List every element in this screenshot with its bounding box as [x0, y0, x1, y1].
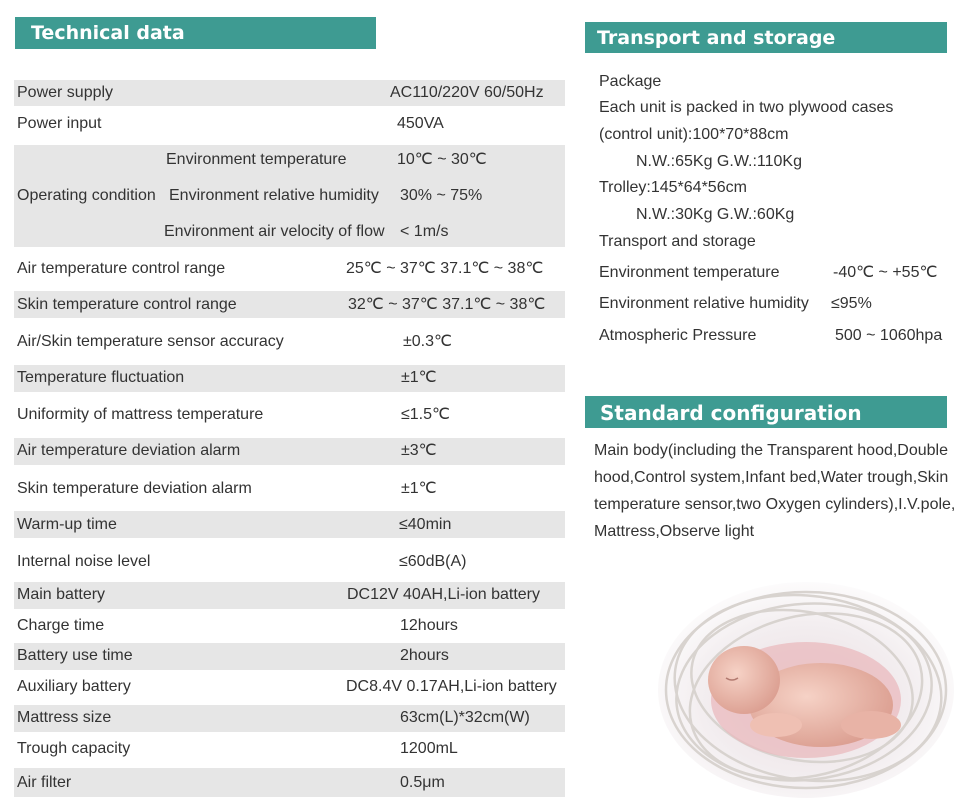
control-unit-weight: N.W.:65Kg G.W.:110Kg: [636, 153, 802, 170]
spec-row: Main battery DC12V 40AH,Li-ion battery: [14, 582, 565, 609]
spec-row: Air/Skin temperature sensor accuracy ±0.…: [14, 328, 565, 356]
spec-row: Internal noise level ≤60dB(A): [14, 548, 565, 576]
spec-value: 450VA: [397, 115, 444, 132]
spec-value: ±3℃: [401, 442, 437, 459]
operating-condition-block: Operating condition Environment temperat…: [14, 145, 565, 247]
spec-value: 30% ~ 75%: [400, 187, 483, 204]
spec-row: Power input 450VA: [14, 110, 565, 136]
spec-value: < 1m/s: [400, 223, 449, 240]
spec-value: AC110/220V 60/50Hz: [390, 84, 544, 101]
spec-label: Temperature fluctuation: [17, 369, 185, 386]
spec-value: 2hours: [400, 647, 449, 664]
spec-label: Mattress size: [17, 709, 112, 726]
spec-row: Temperature fluctuation ±1℃: [14, 365, 565, 392]
spec-value: 63cm(L)*32cm(W): [400, 709, 530, 726]
spec-row: Mattress size 63cm(L)*32cm(W): [14, 705, 565, 732]
spec-label: Internal noise level: [17, 553, 151, 570]
spec-label: Skin temperature deviation alarm: [17, 480, 252, 497]
storage-temp-label: Environment temperature: [599, 264, 780, 281]
spec-label: Charge time: [17, 617, 105, 634]
package-label: Package: [599, 73, 662, 90]
spec-value: DC8.4V 0.17AH,Li-ion battery: [346, 678, 557, 695]
pressure-value: 500 ~ 1060hpa: [835, 327, 943, 344]
spec-value: 32℃ ~ 37℃ 37.1℃ ~ 38℃: [348, 296, 546, 313]
control-unit-size: (control unit):100*70*88cm: [599, 126, 789, 143]
pressure-label: Atmospheric Pressure: [599, 327, 757, 344]
sub-label: Environment air velocity of flow: [164, 223, 385, 240]
spec-row: Air temperature deviation alarm ±3℃: [14, 438, 565, 465]
spec-value: 25℃ ~ 37℃ 37.1℃ ~ 38℃: [346, 260, 544, 277]
spec-label: Auxiliary battery: [17, 678, 131, 695]
spec-label: Skin temperature control range: [17, 296, 237, 313]
spec-row: Battery use time 2hours: [14, 643, 565, 670]
transport-storage-label: Transport and storage: [599, 233, 756, 250]
spec-row: Trough capacity 1200mL: [14, 736, 565, 763]
spec-row: Uniformity of mattress temperature ≤1.5℃: [14, 401, 565, 429]
sub-label: Environment relative humidity: [169, 187, 379, 204]
spec-label: Warm-up time: [17, 516, 117, 533]
standard-configuration-text: Main body(including the Transparent hood…: [594, 442, 956, 540]
spec-value: 10℃ ~ 30℃: [397, 151, 487, 168]
spec-row: Power supply AC110/220V 60/50Hz: [14, 80, 565, 106]
storage-humidity-label: Environment relative humidity: [599, 295, 809, 312]
spec-value: 1200mL: [400, 740, 458, 757]
spec-value: 0.5μm: [400, 774, 445, 791]
trolley-size: Trolley:145*64*56cm: [599, 179, 747, 196]
spec-label: Power supply: [17, 84, 114, 101]
spec-row: Warm-up time ≤40min: [14, 511, 565, 538]
transport-storage-header: Transport and storage: [585, 22, 947, 53]
spec-row: Skin temperature control range 32℃ ~ 37℃…: [14, 291, 565, 318]
spec-label: Air temperature control range: [17, 260, 226, 277]
spec-label: Air filter: [17, 774, 72, 791]
spec-label: Uniformity of mattress temperature: [17, 406, 264, 423]
spec-value: ±0.3℃: [403, 333, 452, 350]
spec-row: Skin temperature deviation alarm ±1℃: [14, 475, 565, 503]
spec-label: Battery use time: [17, 647, 133, 664]
sub-label: Environment temperature: [166, 151, 347, 168]
spec-value: ≤60dB(A): [399, 553, 467, 570]
spec-value: ≤40min: [399, 516, 452, 533]
spec-value: ±1℃: [401, 369, 437, 386]
spec-value: ±1℃: [401, 480, 437, 497]
spec-label: Power input: [17, 115, 102, 132]
spec-row: Auxiliary battery DC8.4V 0.17AH,Li-ion b…: [14, 674, 565, 701]
spec-label: Main battery: [17, 586, 106, 603]
spec-value: DC12V 40AH,Li-ion battery: [347, 586, 540, 603]
technical-data-header: Technical data: [15, 17, 376, 49]
baby-nest-photo: [658, 582, 954, 798]
spec-label: Air temperature deviation alarm: [17, 442, 241, 459]
spec-label: Air/Skin temperature sensor accuracy: [17, 333, 284, 350]
spec-value: 12hours: [400, 617, 458, 634]
storage-temp-value: -40℃ ~ +55℃: [833, 264, 938, 281]
spec-row: Air temperature control range 25℃ ~ 37℃ …: [14, 255, 565, 283]
spec-label: Trough capacity: [17, 740, 131, 757]
spec-row: Air filter 0.5μm: [14, 768, 565, 797]
package-text: Each unit is packed in two plywood cases: [599, 99, 894, 116]
spec-label: Operating condition: [17, 187, 156, 204]
spec-row: Charge time 12hours: [14, 613, 565, 640]
trolley-weight: N.W.:30Kg G.W.:60Kg: [636, 206, 795, 223]
storage-humidity-value: ≤95%: [831, 295, 872, 312]
spec-value: ≤1.5℃: [401, 406, 450, 423]
standard-configuration-header: Standard configuration: [585, 396, 947, 428]
